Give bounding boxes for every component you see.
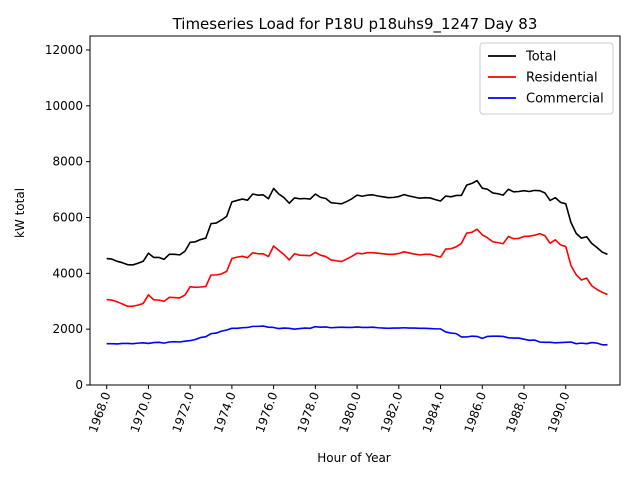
y-tick-label: 6000 [52, 210, 83, 224]
legend: Total Residential Commercial [479, 42, 614, 115]
series-line-commercial [106, 325, 608, 346]
legend-label-total: Total [525, 50, 556, 65]
y-tick-label: 4000 [52, 266, 83, 280]
y-tick-label: 2000 [52, 322, 83, 336]
series-line-total [106, 179, 608, 266]
x-axis-label: Hour of Year [317, 451, 391, 465]
y-tick-label: 0 [75, 378, 83, 392]
legend-label-residential: Residential [526, 71, 598, 86]
y-tick-label: 12000 [45, 43, 83, 57]
legend-box [479, 42, 614, 115]
legend-label-commercial: Commercial [526, 92, 604, 107]
y-axis-label: kW total [13, 188, 27, 238]
y-tick-label: 8000 [52, 155, 83, 169]
chart-title: Timeseries Load for P18U p18uhs9_1247 Da… [172, 15, 538, 34]
y-tick-label: 10000 [45, 99, 83, 113]
series-line-residential [106, 228, 608, 308]
axes-frame [89, 35, 621, 386]
